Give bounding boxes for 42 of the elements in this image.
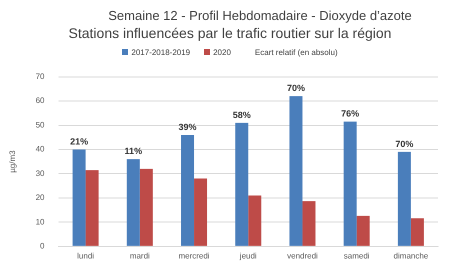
y-axis-title: µg/m3 [8, 150, 18, 173]
annotation: 58% [232, 110, 251, 120]
x-tick-label: dimanche [394, 251, 429, 260]
chart-subtitle: Stations influencées par le trafic routier sur la région [68, 25, 392, 41]
x-tick-label: mardi [130, 251, 150, 260]
y-tick-label: 20 [36, 193, 46, 202]
annotation: 70% [395, 138, 414, 149]
bar [398, 152, 411, 246]
annotation: 21% [70, 136, 88, 146]
annotation: 39% [178, 122, 197, 132]
x-tick-label: samedi [344, 251, 370, 260]
annotation: 76% [341, 108, 360, 119]
annotation: 11% [124, 146, 142, 156]
bar [126, 159, 140, 246]
y-tick-label: 30 [36, 168, 46, 178]
bar [181, 134, 194, 246]
bar [410, 218, 424, 246]
bar [86, 170, 99, 246]
x-tick-label: mercredi [178, 251, 210, 260]
legend-label: 2020 [212, 48, 231, 56]
y-tick-label: 0 [40, 242, 46, 251]
x-tick-label: jeudi [238, 251, 257, 260]
annotation: 70% [286, 83, 305, 94]
bar [235, 122, 248, 246]
bar [194, 178, 208, 246]
x-tick-label: lundi [77, 251, 94, 260]
y-tick-label: 40 [36, 144, 46, 154]
y-tick-label: 10 [36, 217, 46, 226]
bar [356, 216, 370, 246]
text: Ecart relatif (en absolu) [254, 48, 338, 56]
x-tick-label: vendredi [287, 251, 318, 260]
chart-title: Semaine 12 - Profil Hebdomadaire - Dioxyde d’azote [107, 7, 413, 23]
bar [344, 122, 357, 246]
bar [140, 168, 153, 246]
bar [72, 149, 86, 246]
y-tick-label: 60 [36, 96, 46, 106]
bar [289, 96, 302, 246]
legend-label: 2017-2018-2019 [130, 48, 190, 56]
y-tick-label: 50 [36, 120, 46, 130]
bar [248, 196, 262, 246]
bar [302, 201, 316, 246]
y-tick-label: 70 [36, 72, 46, 82]
